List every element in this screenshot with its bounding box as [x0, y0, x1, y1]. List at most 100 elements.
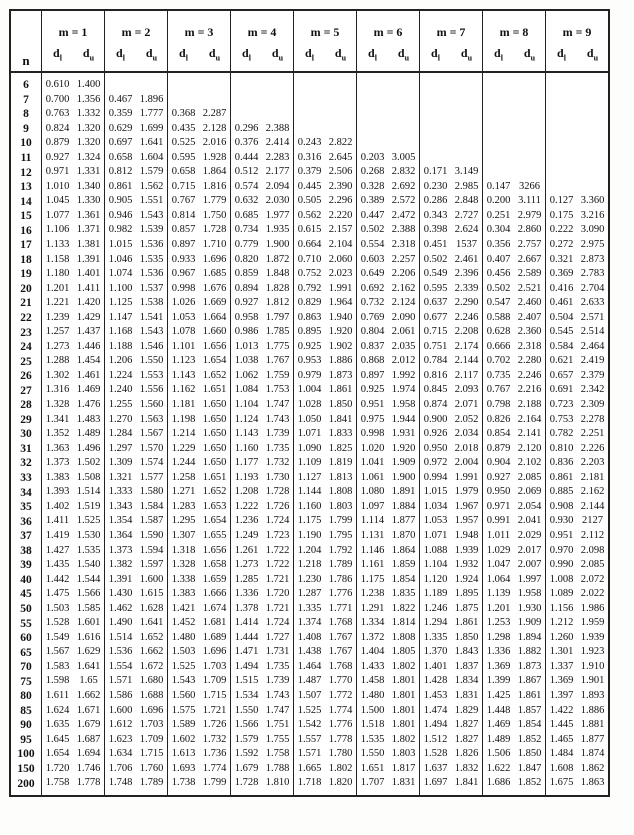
cell-du: 1.935	[265, 224, 290, 236]
cell-du: 1.710	[202, 239, 227, 251]
row-header-n: 45	[10, 587, 42, 602]
table-row: 13 1.010 1.340 0.861 1.562 0.715 1.816 0.574 2.0…	[10, 179, 609, 195]
cell-du: 2.571	[580, 311, 605, 323]
cell-dl: 1.738	[167, 776, 199, 796]
cell-dl: 1.333	[104, 485, 136, 500]
cell-dl: 1.566	[230, 718, 262, 733]
cell-du: 1.585	[76, 602, 101, 614]
cell-du: 1.724	[265, 515, 290, 527]
table-row: 22 1.239 1.429 1.147 1.541 1.053 1.664 0.958 1.7…	[10, 310, 609, 326]
cell-du: 1.616	[76, 631, 101, 643]
cell-dl: 0.927	[482, 470, 514, 486]
cell-du: 2.379	[580, 369, 605, 381]
table-row: 11 0.927 1.324 0.658 1.604 0.595 1.928 0.444 2.2…	[10, 150, 609, 166]
cell-dl	[356, 121, 388, 137]
cell-dl	[230, 107, 262, 122]
cell-du: 1.958	[517, 588, 542, 600]
cell-dl: 0.700	[41, 92, 73, 108]
cell-du: 2.757	[517, 239, 542, 251]
cell-du: 1.519	[76, 500, 101, 512]
cell-dl	[167, 72, 199, 93]
subcolumn-header-dl: dl	[419, 42, 451, 73]
cell-dl: 1.013	[230, 339, 262, 355]
cell-dl	[419, 92, 451, 108]
cell-du: 1.850	[328, 399, 353, 411]
row-header-n: 60	[10, 630, 42, 646]
row-header-n: 12	[10, 165, 42, 180]
cell-du: 2.023	[328, 268, 353, 280]
cell-dl: 0.829	[293, 296, 325, 311]
cell-du: 2.873	[580, 253, 605, 265]
cell-dl: 1.127	[293, 470, 325, 486]
row-header-n: 18	[10, 252, 42, 268]
cell-du: 1.489	[76, 428, 101, 440]
table-header: n m = 1 m = 2 m = 3 m = 4 m = 5 m = 6 m …	[10, 10, 609, 73]
cell-du: 1.776	[328, 588, 353, 600]
cell-dl: 0.723	[545, 398, 577, 413]
cell-dl: 0.574	[230, 179, 262, 195]
cell-du: 1.662	[76, 689, 101, 701]
cell-dl: 0.222	[545, 223, 577, 239]
cell-du: 2.085	[580, 559, 605, 571]
cell-du	[577, 136, 609, 151]
cell-dl: 1.291	[356, 601, 388, 617]
cell-dl: 1.077	[41, 208, 73, 224]
cell-du: 1.767	[328, 631, 353, 643]
cell-dl: 0.444	[230, 150, 262, 166]
cell-dl: 0.467	[104, 92, 136, 108]
row-header-n: 31	[10, 441, 42, 457]
cell-dl: 0.147	[482, 179, 514, 195]
cell-dl: 1.444	[230, 630, 262, 646]
cell-du: 2.521	[517, 282, 542, 294]
cell-du: 1.755	[265, 733, 290, 745]
cell-dl: 1.050	[293, 412, 325, 428]
cell-du: 2.339	[454, 282, 479, 294]
cell-dl: 1.015	[104, 238, 136, 253]
cell-du: 2.287	[202, 108, 227, 120]
cell-du: 1.799	[328, 515, 353, 527]
cell-dl: 1.008	[545, 572, 577, 588]
cell-du: 1.656	[202, 340, 227, 352]
cell-dl: 1.162	[167, 383, 199, 399]
cell-dl	[230, 92, 262, 108]
cell-dl: 1.198	[167, 412, 199, 428]
table-row: 17 1.133 1.381 1.015 1.536 0.897 1.710 0.779 1.9…	[10, 238, 609, 253]
table-row: 200 1.758 1.778 1.748 1.789 1.738 1.799 1.728 1.…	[10, 776, 609, 796]
cell-dl	[545, 107, 577, 122]
cell-du: 1.687	[76, 733, 101, 745]
cell-du: 1.964	[328, 297, 353, 309]
cell-du: 1.641	[139, 617, 164, 629]
table-row: 25 1.288 1.454 1.206 1.550 1.123 1.654 1.038 1.7…	[10, 354, 609, 369]
cell-du	[451, 107, 483, 122]
cell-du	[577, 165, 609, 180]
cell-du: 1.655	[202, 529, 227, 541]
cell-dl: 0.861	[104, 179, 136, 195]
cell-dl: 0.715	[167, 179, 199, 195]
cell-du: 1.877	[391, 515, 416, 527]
cell-dl: 1.383	[41, 470, 73, 486]
cell-du: 1.910	[580, 660, 605, 672]
cell-du: 1.496	[76, 442, 101, 454]
cell-dl: 0.812	[104, 165, 136, 180]
cell-dl: 1.635	[41, 718, 73, 733]
table-row: 60 1.549 1.616 1.514 1.652 1.480 1.689 1.444 1.7…	[10, 630, 609, 646]
cell-du: 2.124	[391, 297, 416, 309]
cell-dl: 1.611	[41, 688, 73, 704]
cell-dl: 0.998	[167, 281, 199, 297]
cell-dl: 1.257	[41, 325, 73, 340]
cell-dl: 1.175	[293, 514, 325, 529]
cell-dl: 1.383	[167, 587, 199, 602]
table-row: 80 1.611 1.662 1.586 1.688 1.560 1.715 1.534 1.7…	[10, 688, 609, 704]
cell-du: 1.584	[139, 500, 164, 512]
cell-du: 1.786	[328, 573, 353, 585]
table-row: 100 1.654 1.694 1.634 1.715 1.613 1.736 1.592 1.…	[10, 747, 609, 762]
cell-dl: 1.218	[293, 558, 325, 573]
cell-dl: 0.321	[545, 252, 577, 268]
cell-dl: 0.991	[482, 514, 514, 529]
cell-du: 1.629	[76, 646, 101, 658]
cell-du: 1.819	[328, 457, 353, 469]
cell-dl: 0.502	[356, 223, 388, 239]
cell-du: 1.574	[139, 457, 164, 469]
cell-du: 1.861	[517, 689, 542, 701]
cell-dl: 0.584	[545, 339, 577, 355]
